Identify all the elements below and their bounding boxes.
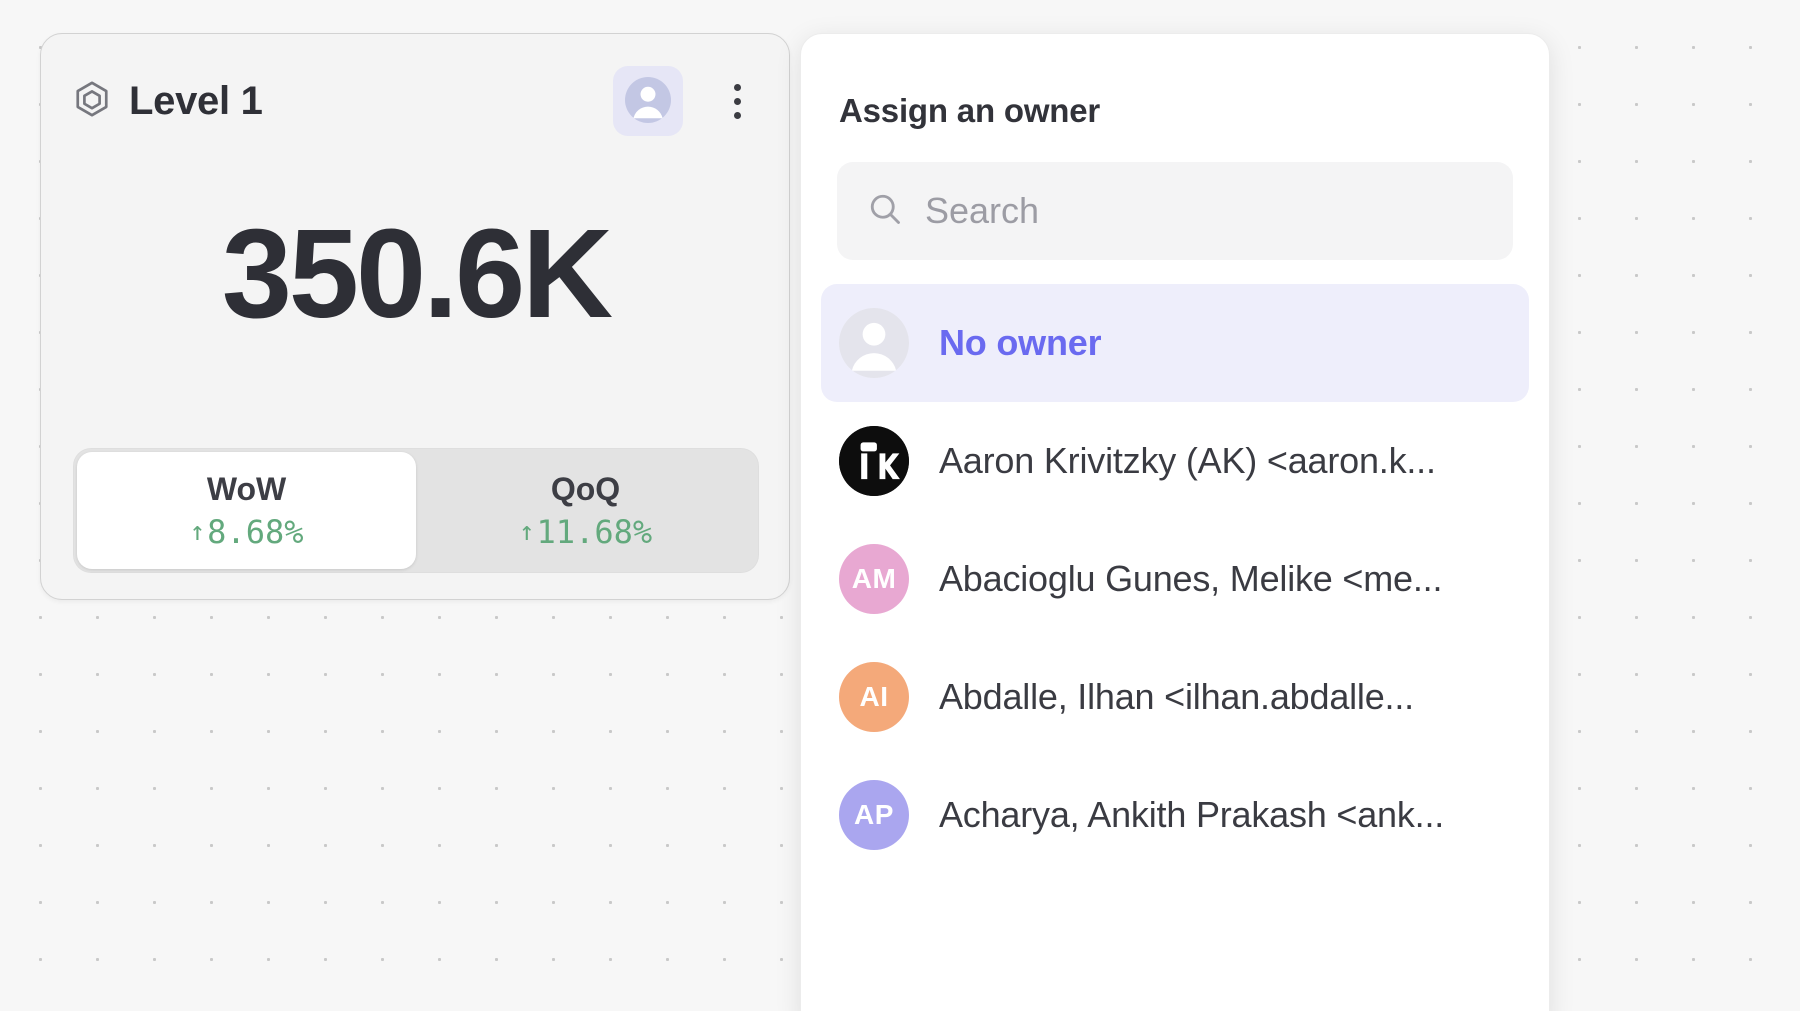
person-avatar-icon [625,76,671,126]
owner-option-abacioglu-gunes-melike[interactable]: AM Abacioglu Gunes, Melike <me... [821,520,1529,638]
owner-option-abdalle-ilhan[interactable]: AI Abdalle, Ilhan <ilhan.abdalle... [821,638,1529,756]
segment-wow-delta: ↑ 8.68% [190,516,304,548]
owner-options-list: No owner Aaron Krivitzky (AK) <aaron.k..… [801,284,1549,874]
owner-option-no-owner[interactable]: No owner [821,284,1529,402]
arrow-up-icon: ↑ [518,517,535,547]
kebab-dot-3 [733,111,741,119]
owner-option-acharya-ankith-prakash[interactable]: AP Acharya, Ankith Prakash <ank... [821,756,1529,874]
kpi-value-container: 350.6K [73,134,759,448]
segment-qoq-label: QoQ [550,471,621,507]
person-avatar-icon [839,308,909,378]
kpi-card[interactable]: Level 1 350.6K WoW ↑ 8.68% [40,33,790,600]
kebab-dot-1 [733,83,741,91]
segment-qoq-delta: ↑ 11.68% [519,516,652,548]
assign-owner-title: Assign an owner [839,92,1101,129]
search-input[interactable] [925,190,1483,232]
kebab-dot-2 [733,97,741,105]
arrow-up-icon: ↑ [189,517,206,547]
kpi-card-header: Level 1 [73,66,759,136]
search-icon [867,191,903,232]
owner-avatar-initials: AM [839,544,909,614]
period-segmented-control[interactable]: WoW ↑ 8.68% QoQ ↑ 11.68% [73,448,759,573]
segment-qoq-delta-value: 11.68% [536,513,653,551]
owner-avatar-initials: AP [839,780,909,850]
owner-option-label: Abdalle, Ilhan <ilhan.abdalle... [939,676,1414,717]
hexagon-icon [73,80,111,123]
owner-avatar-initials: AI [839,662,909,732]
owner-avatar-button[interactable] [613,66,683,136]
kebab-menu-icon[interactable] [715,70,759,132]
page-title: Level 1 [129,78,263,123]
segment-wow[interactable]: WoW ↑ 8.68% [77,452,416,569]
owner-avatar [839,426,909,496]
owner-option-label: Abacioglu Gunes, Melike <me... [939,558,1443,599]
assign-owner-popover: Assign an owner No owner [800,33,1550,1011]
owner-option-label: Acharya, Ankith Prakash <ank... [939,794,1445,835]
owner-option-aaron-krivitzky[interactable]: Aaron Krivitzky (AK) <aaron.k... [821,402,1529,520]
segment-qoq[interactable]: QoQ ↑ 11.68% [416,452,755,569]
segment-wow-label: WoW [206,471,287,507]
search-field[interactable] [837,162,1513,260]
segment-wow-delta-value: 8.68% [207,513,304,551]
kpi-value: 350.6K [221,203,613,344]
owner-option-label: No owner [939,322,1102,363]
owner-option-label: Aaron Krivitzky (AK) <aaron.k... [939,440,1436,481]
